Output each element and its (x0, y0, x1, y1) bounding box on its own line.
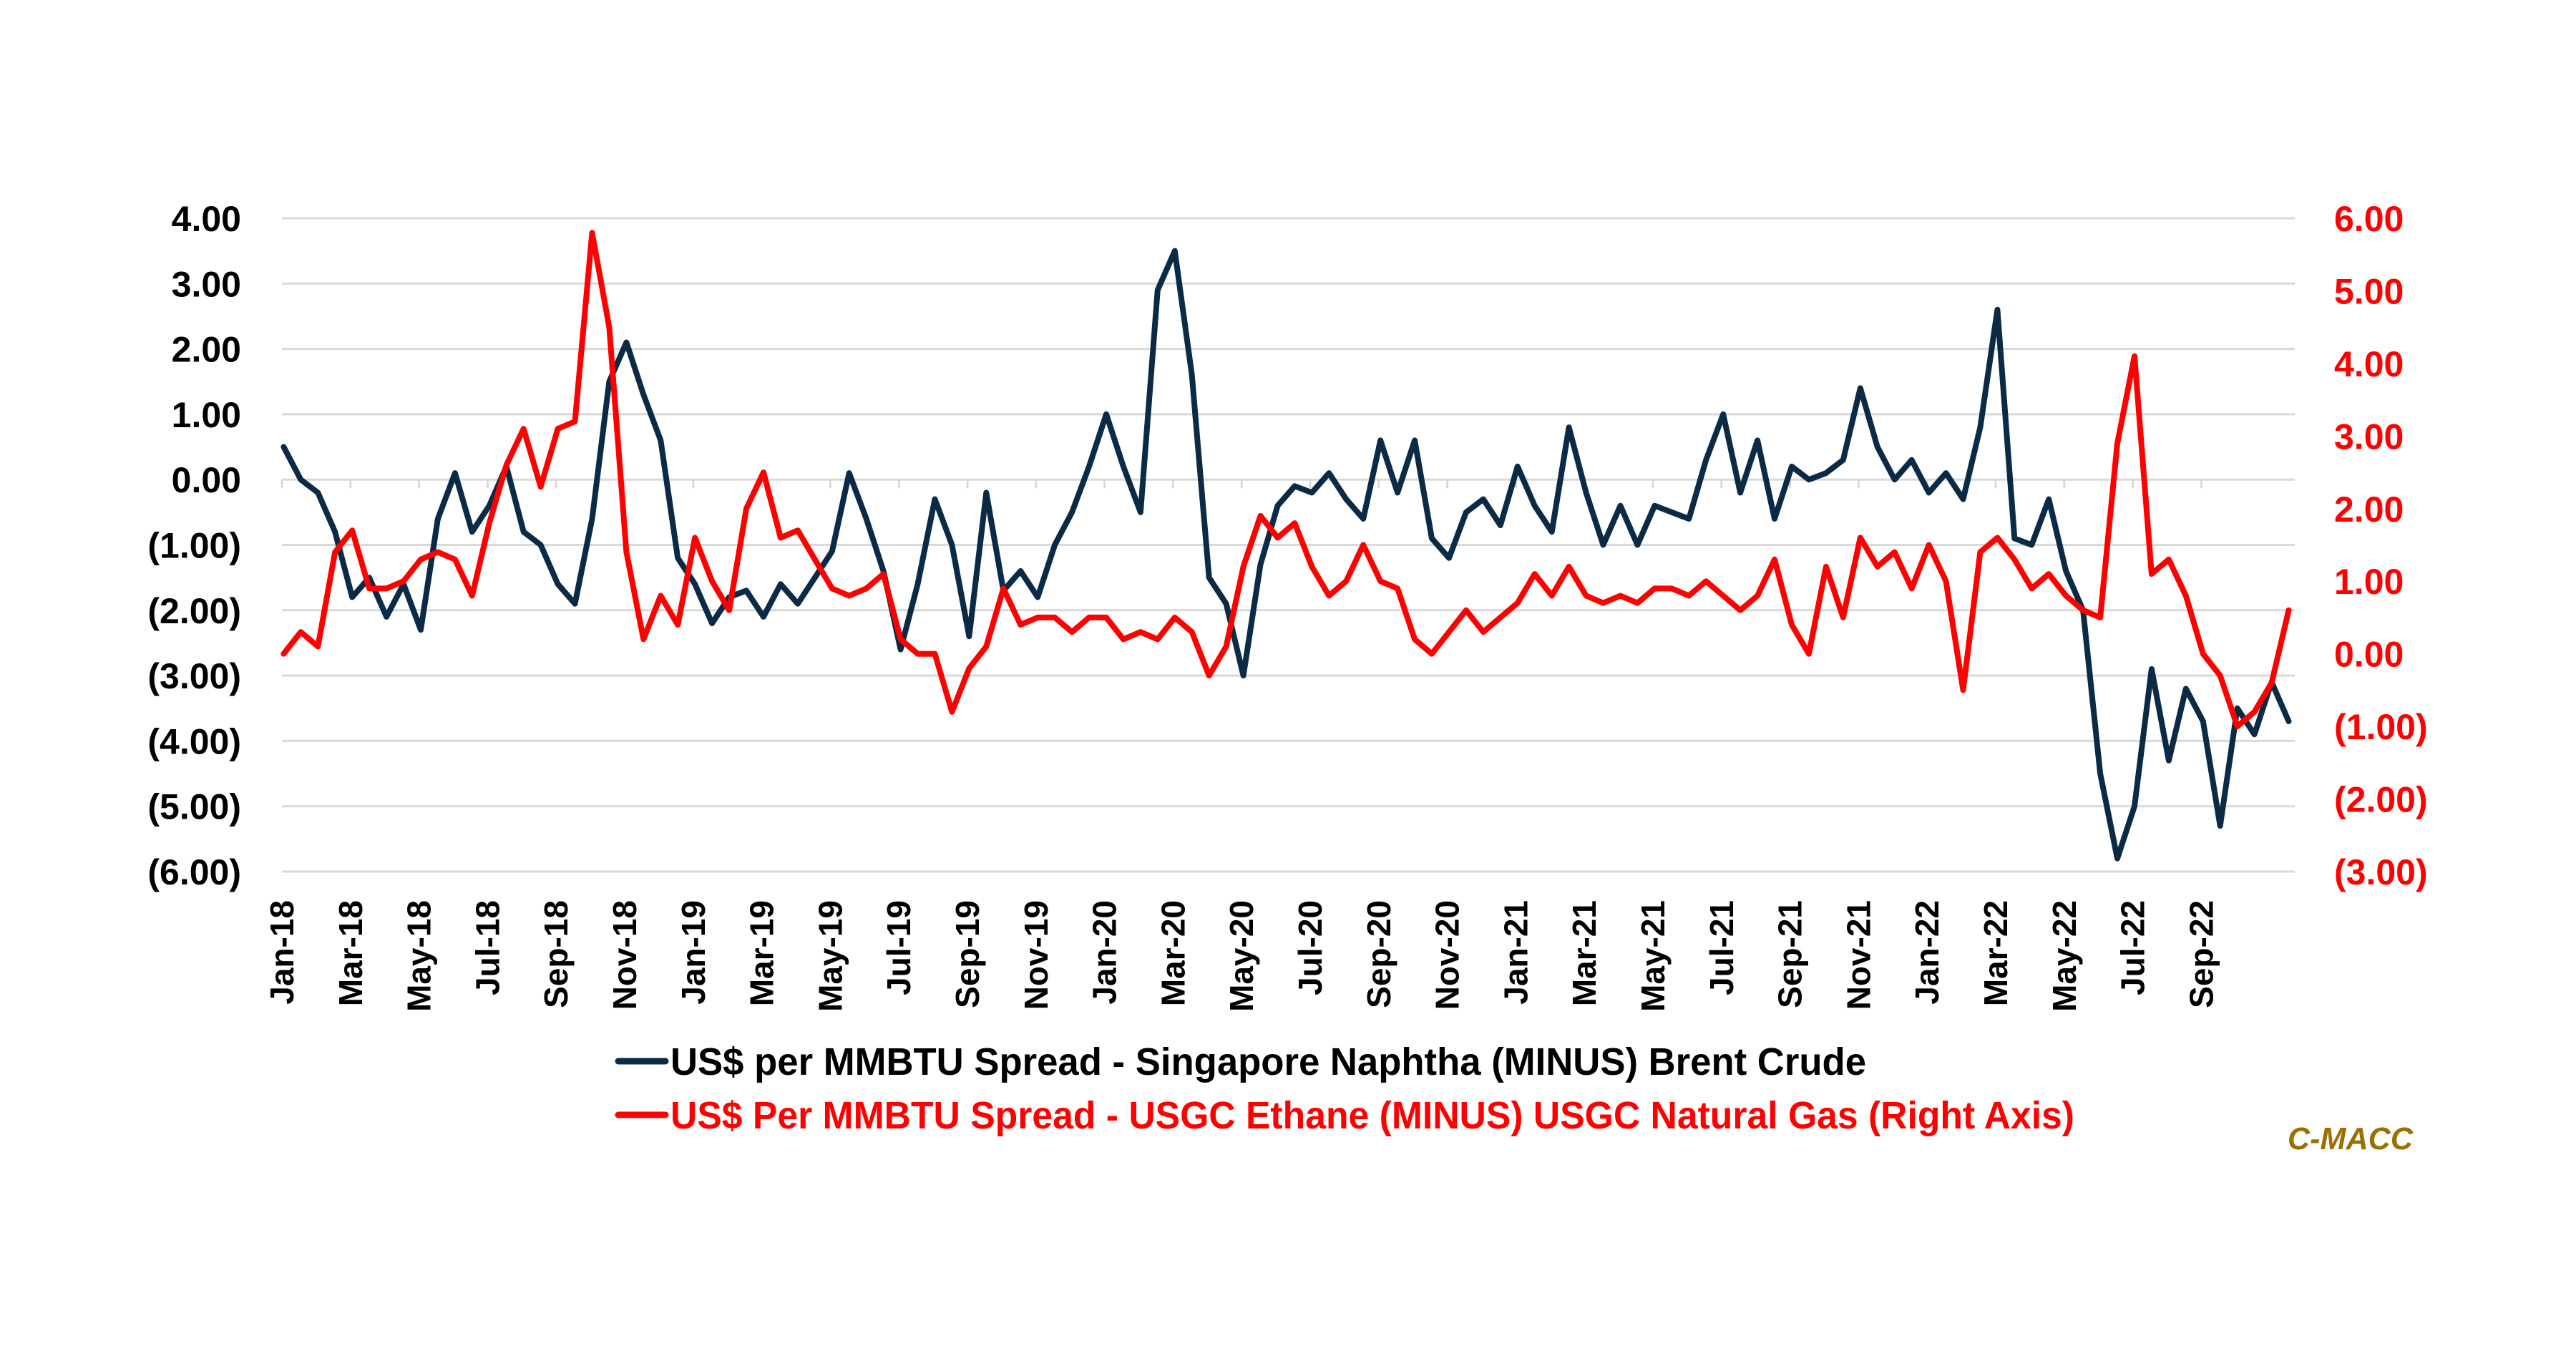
right-axis-tick-label: (1.00) (2334, 707, 2428, 747)
series-layer (280, 230, 2292, 862)
series-naphtha (280, 248, 2292, 862)
x-axis-tick-label: Nov-20 (1429, 900, 1466, 1010)
x-axis-tick-label: Sep-19 (949, 900, 986, 1008)
legend-item-naphtha[interactable]: US$ per MMBTU Spread - Singapore Naphtha… (615, 1040, 1866, 1083)
x-axis-tick-label: Sep-18 (537, 900, 575, 1008)
left-axis-tick-label: (1.00) (147, 526, 241, 566)
legend-label-ethane: US$ Per MMBTU Spread - USGC Ethane (MINU… (670, 1094, 2074, 1137)
x-axis-tick-label: Sep-22 (2182, 900, 2220, 1008)
left-axis-tick-label: 0.00 (172, 460, 241, 500)
x-axis-tick-label: Mar-19 (743, 900, 781, 1006)
left-axis-tick-label: 2.00 (172, 330, 241, 370)
x-axis-tick-label: Sep-20 (1360, 900, 1397, 1008)
x-axis-tick-label: Jan-22 (1908, 900, 1946, 1005)
x-axis-tick-label: Jul-20 (1292, 900, 1329, 995)
x-axis-ticks (280, 479, 2202, 489)
right-y-axis: 6.00 5.00 4.00 3.00 2.00 1.00 0.00 (1.00) (2.00)… (2334, 199, 2428, 892)
right-axis-tick-label: 1.00 (2334, 562, 2404, 602)
left-axis-tick-label: (6.00) (147, 852, 241, 892)
x-axis-tick-label: Nov-18 (606, 900, 643, 1010)
right-axis-tick-label: 2.00 (2334, 489, 2404, 530)
right-axis-tick-label: 0.00 (2334, 635, 2404, 675)
x-axis-tick-label: Mar-18 (332, 900, 369, 1006)
left-y-axis: 4.00 3.00 2.00 1.00 0.00 (1.00) (2.00) (3.00) (4… (147, 199, 241, 892)
legend-item-ethane[interactable]: US$ Per MMBTU Spread - USGC Ethane (MINU… (615, 1094, 2074, 1137)
x-axis-tick-label: Sep-21 (1772, 900, 1809, 1008)
x-axis-tick-label: Jul-19 (880, 900, 917, 995)
x-axis-tick-label: Nov-21 (1840, 900, 1877, 1010)
left-axis-tick-label: (3.00) (147, 656, 241, 696)
x-axis-tick-label: Jan-19 (675, 900, 712, 1005)
left-axis-tick-label: (4.00) (147, 721, 241, 761)
left-axis-tick-label: 4.00 (172, 199, 241, 239)
x-axis-tick-label: May-20 (1223, 900, 1260, 1012)
x-axis-tick-label: Jan-20 (1086, 900, 1123, 1005)
left-axis-tick-label: (2.00) (147, 591, 241, 631)
left-axis-tick-label: 1.00 (172, 395, 241, 435)
series-line-ethane (280, 230, 2292, 730)
right-axis-tick-label: 5.00 (2334, 271, 2404, 311)
right-axis-tick-label: (2.00) (2334, 780, 2428, 820)
legend-label-naphtha: US$ per MMBTU Spread - Singapore Naphtha… (670, 1040, 1866, 1083)
x-axis-tick-label: Jan-21 (1497, 900, 1534, 1005)
right-axis-tick-label: (3.00) (2334, 852, 2428, 892)
x-axis-tick-label: Jul-22 (2114, 900, 2152, 995)
x-axis-tick-label: May-21 (1634, 900, 1672, 1012)
x-axis-tick-label: Mar-22 (1977, 900, 2014, 1006)
series-line-naphtha (280, 248, 2292, 862)
x-axis-tick-label: Nov-19 (1018, 900, 1055, 1010)
series-ethane (280, 230, 2292, 730)
x-axis-tick-label: May-22 (2046, 900, 2083, 1012)
watermark-c-macc: C-MACC (2288, 1121, 2414, 1156)
x-axis-tick-label: Jul-18 (469, 900, 506, 995)
gridlines (282, 217, 2295, 873)
right-axis-tick-label: 6.00 (2334, 199, 2404, 239)
x-axis: Jan-18 Mar-18 May-18 Jul-18 Sep-18 Nov-18 Jan-… (263, 900, 2220, 1012)
x-axis-tick-label: Mar-21 (1566, 900, 1603, 1006)
x-axis-tick-label: Jan-18 (263, 900, 301, 1005)
left-axis-tick-label: 3.00 (172, 264, 241, 304)
right-axis-tick-label: 3.00 (2334, 416, 2404, 457)
x-axis-tick-label: May-19 (811, 900, 849, 1012)
x-axis-tick-label: Mar-20 (1154, 900, 1191, 1006)
right-axis-tick-label: 4.00 (2334, 344, 2404, 384)
legend: US$ per MMBTU Spread - Singapore Naphtha… (615, 1040, 2074, 1137)
x-axis-tick-label: May-18 (401, 900, 438, 1012)
x-axis-tick-label: Jul-21 (1703, 900, 1740, 995)
left-axis-tick-label: (5.00) (147, 787, 241, 827)
